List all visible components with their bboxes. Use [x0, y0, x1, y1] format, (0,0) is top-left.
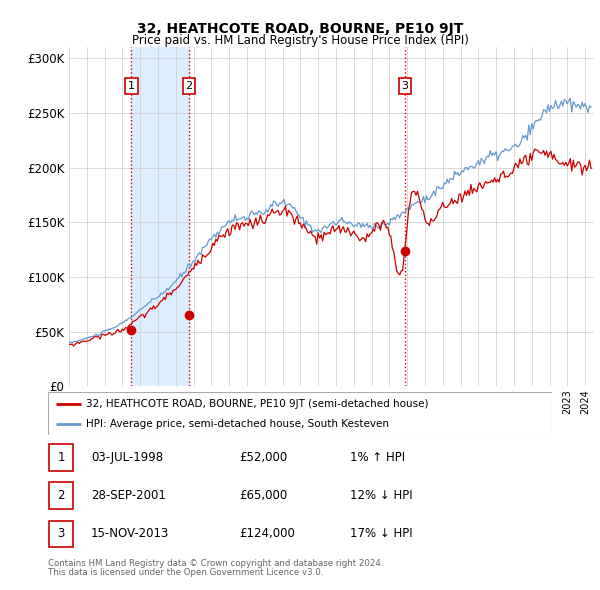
Text: Contains HM Land Registry data © Crown copyright and database right 2024.: Contains HM Land Registry data © Crown c…: [48, 559, 383, 568]
FancyBboxPatch shape: [49, 520, 73, 548]
Text: 15-NOV-2013: 15-NOV-2013: [91, 527, 169, 540]
Text: 3: 3: [401, 81, 409, 91]
FancyBboxPatch shape: [49, 482, 73, 509]
Bar: [131, 47, 189, 386]
Text: 12% ↓ HPI: 12% ↓ HPI: [350, 489, 413, 502]
Text: Price paid vs. HM Land Registry's House Price Index (HPI): Price paid vs. HM Land Registry's House …: [131, 34, 469, 47]
Text: 32, HEATHCOTE ROAD, BOURNE, PE10 9JT: 32, HEATHCOTE ROAD, BOURNE, PE10 9JT: [137, 22, 463, 37]
Text: 2: 2: [185, 81, 193, 91]
Text: This data is licensed under the Open Government Licence v3.0.: This data is licensed under the Open Gov…: [48, 568, 323, 577]
Text: 1: 1: [128, 81, 135, 91]
Text: 3: 3: [58, 527, 65, 540]
Text: 2: 2: [58, 489, 65, 502]
Text: HPI: Average price, semi-detached house, South Kesteven: HPI: Average price, semi-detached house,…: [86, 419, 389, 429]
Text: £124,000: £124,000: [239, 527, 295, 540]
Text: 32, HEATHCOTE ROAD, BOURNE, PE10 9JT (semi-detached house): 32, HEATHCOTE ROAD, BOURNE, PE10 9JT (se…: [86, 399, 428, 409]
Text: 1: 1: [58, 451, 65, 464]
FancyBboxPatch shape: [49, 444, 73, 471]
FancyBboxPatch shape: [48, 392, 552, 435]
Text: 28-SEP-2001: 28-SEP-2001: [91, 489, 166, 502]
Text: 17% ↓ HPI: 17% ↓ HPI: [350, 527, 413, 540]
Text: £52,000: £52,000: [239, 451, 288, 464]
Text: £65,000: £65,000: [239, 489, 288, 502]
Text: 03-JUL-1998: 03-JUL-1998: [91, 451, 163, 464]
Text: 1% ↑ HPI: 1% ↑ HPI: [350, 451, 406, 464]
